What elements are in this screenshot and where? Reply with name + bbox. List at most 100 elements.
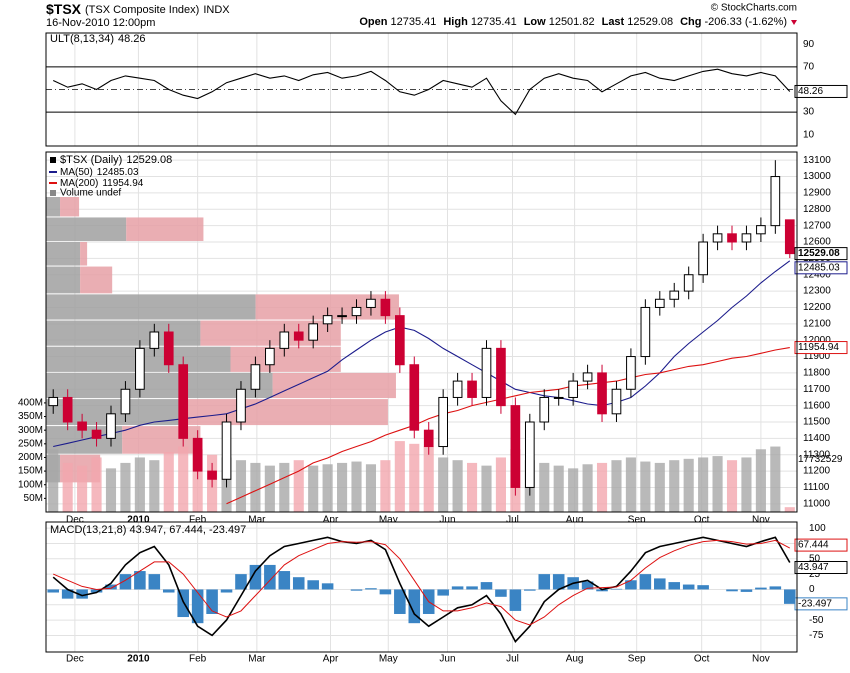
x-tick-label: Nov (752, 654, 770, 665)
volume-bar (539, 462, 550, 512)
indicator-legend: ULT(8,13,34) 48.26 (50, 33, 146, 45)
x-tick-label: Aug (566, 654, 584, 665)
volume-bar (669, 460, 680, 512)
candle-body (91, 429, 102, 439)
vbp-down-bar (200, 320, 341, 346)
histogram-bar (162, 589, 175, 593)
vbp-up-bar (46, 197, 61, 217)
vbp-up-bar (46, 372, 273, 399)
volume-tick-label: 50M (24, 493, 43, 504)
volume-bar (568, 468, 579, 512)
y-tick-label: 12200 (803, 302, 831, 313)
value-label: -23.497 (798, 599, 832, 610)
x-tick-label: Oct (694, 515, 710, 526)
y-tick-label: -50 (809, 615, 824, 626)
vbp-up-bar (46, 266, 81, 294)
legend-entry: MA(50) 12485.03 (60, 167, 139, 178)
histogram-bar (321, 583, 334, 590)
histogram-bar (552, 574, 565, 590)
volume-bar (640, 461, 651, 512)
histogram-bar (740, 589, 753, 592)
indicator-value: 48.26 (118, 33, 146, 45)
x-tick-label: Apr (323, 654, 339, 665)
volume-bar (712, 456, 723, 512)
volume-bar (105, 468, 117, 512)
value-label: 12485.03 (798, 262, 840, 273)
candle-body (481, 347, 492, 398)
panel-frame (45, 521, 798, 653)
candle-body (322, 315, 333, 325)
histogram-bar (610, 588, 623, 590)
volume-tick-label: 350M (18, 411, 43, 422)
candle-body (149, 331, 160, 349)
candle-body (741, 233, 752, 243)
y-tick-label: 11200 (803, 466, 831, 477)
candle-body (236, 388, 246, 423)
datetime: 16-Nov-2010 12:00pm (46, 17, 155, 29)
quote: Open 12735.41 High 12735.41 Low 12501.82 Last 1… (359, 16, 787, 28)
candle-body (597, 372, 607, 415)
histogram-bar (105, 584, 117, 590)
candle-body (178, 364, 189, 439)
y-tick-label: 50 (809, 553, 821, 564)
candle-body (452, 380, 463, 398)
value-box (794, 84, 848, 98)
legend-name: MA(200) (60, 178, 98, 189)
candle-body (250, 364, 261, 390)
volume-bar (409, 443, 420, 512)
candle-body (524, 421, 535, 488)
volume-bar (91, 457, 102, 512)
legend-name: MA(50) (60, 167, 93, 178)
y-tick-label: 12900 (803, 188, 831, 199)
histogram-bar (437, 589, 449, 596)
legend-entry: MA(200) 11954.94 (60, 178, 144, 189)
x-tick-label: Jul (506, 654, 519, 665)
candle-body (712, 233, 723, 243)
vbp-up-bar (46, 320, 201, 346)
volume-bar (625, 457, 636, 512)
x-tick-label: Mar (248, 515, 266, 526)
volume-bar (741, 457, 752, 512)
candle-body (727, 233, 737, 243)
histogram-bar (538, 574, 551, 590)
histogram-bar (596, 589, 608, 592)
volume-bar (481, 465, 492, 512)
volume-bar (120, 462, 131, 512)
histogram-bar (755, 587, 767, 590)
histogram-bar (365, 588, 377, 590)
y-tick-label: 10 (803, 129, 815, 140)
volume-bar (192, 449, 203, 512)
volume-bar (250, 462, 261, 512)
volume-bar (134, 457, 145, 512)
moving-average (226, 347, 790, 505)
legend-swatch (50, 157, 56, 163)
histogram-bar (668, 582, 681, 590)
quote-value: 12735.41 (390, 16, 436, 28)
volume-tick-label: 300M (18, 425, 43, 436)
volume-bar (77, 465, 88, 512)
y-tick-label: 12100 (803, 318, 831, 329)
candle-body (770, 176, 781, 227)
y-tick-label: 13100 (803, 155, 831, 166)
value-box (794, 538, 848, 552)
volume-bar (553, 465, 564, 512)
value-box (794, 597, 848, 611)
legend-value: 11954.94 (102, 178, 143, 189)
volume-bar (149, 460, 160, 512)
quote-label: Last (602, 16, 625, 28)
candle-body (784, 219, 795, 255)
volume-bar (495, 457, 506, 512)
credit: © StockCharts.com (711, 3, 797, 14)
histogram-bar (90, 589, 103, 593)
quote-value: 12735.41 (471, 16, 517, 28)
histogram-bar (654, 578, 666, 590)
candle-body (395, 315, 405, 366)
y-tick-label: -75 (809, 630, 824, 641)
volume-bar (48, 449, 59, 512)
y-tick-label: 12800 (803, 204, 831, 215)
volume-bar (322, 464, 333, 512)
x-tick-label: 2010 (127, 515, 150, 526)
x-tick-label: Dec (66, 515, 84, 526)
candle-body (207, 470, 217, 480)
histogram-bar (249, 564, 262, 590)
